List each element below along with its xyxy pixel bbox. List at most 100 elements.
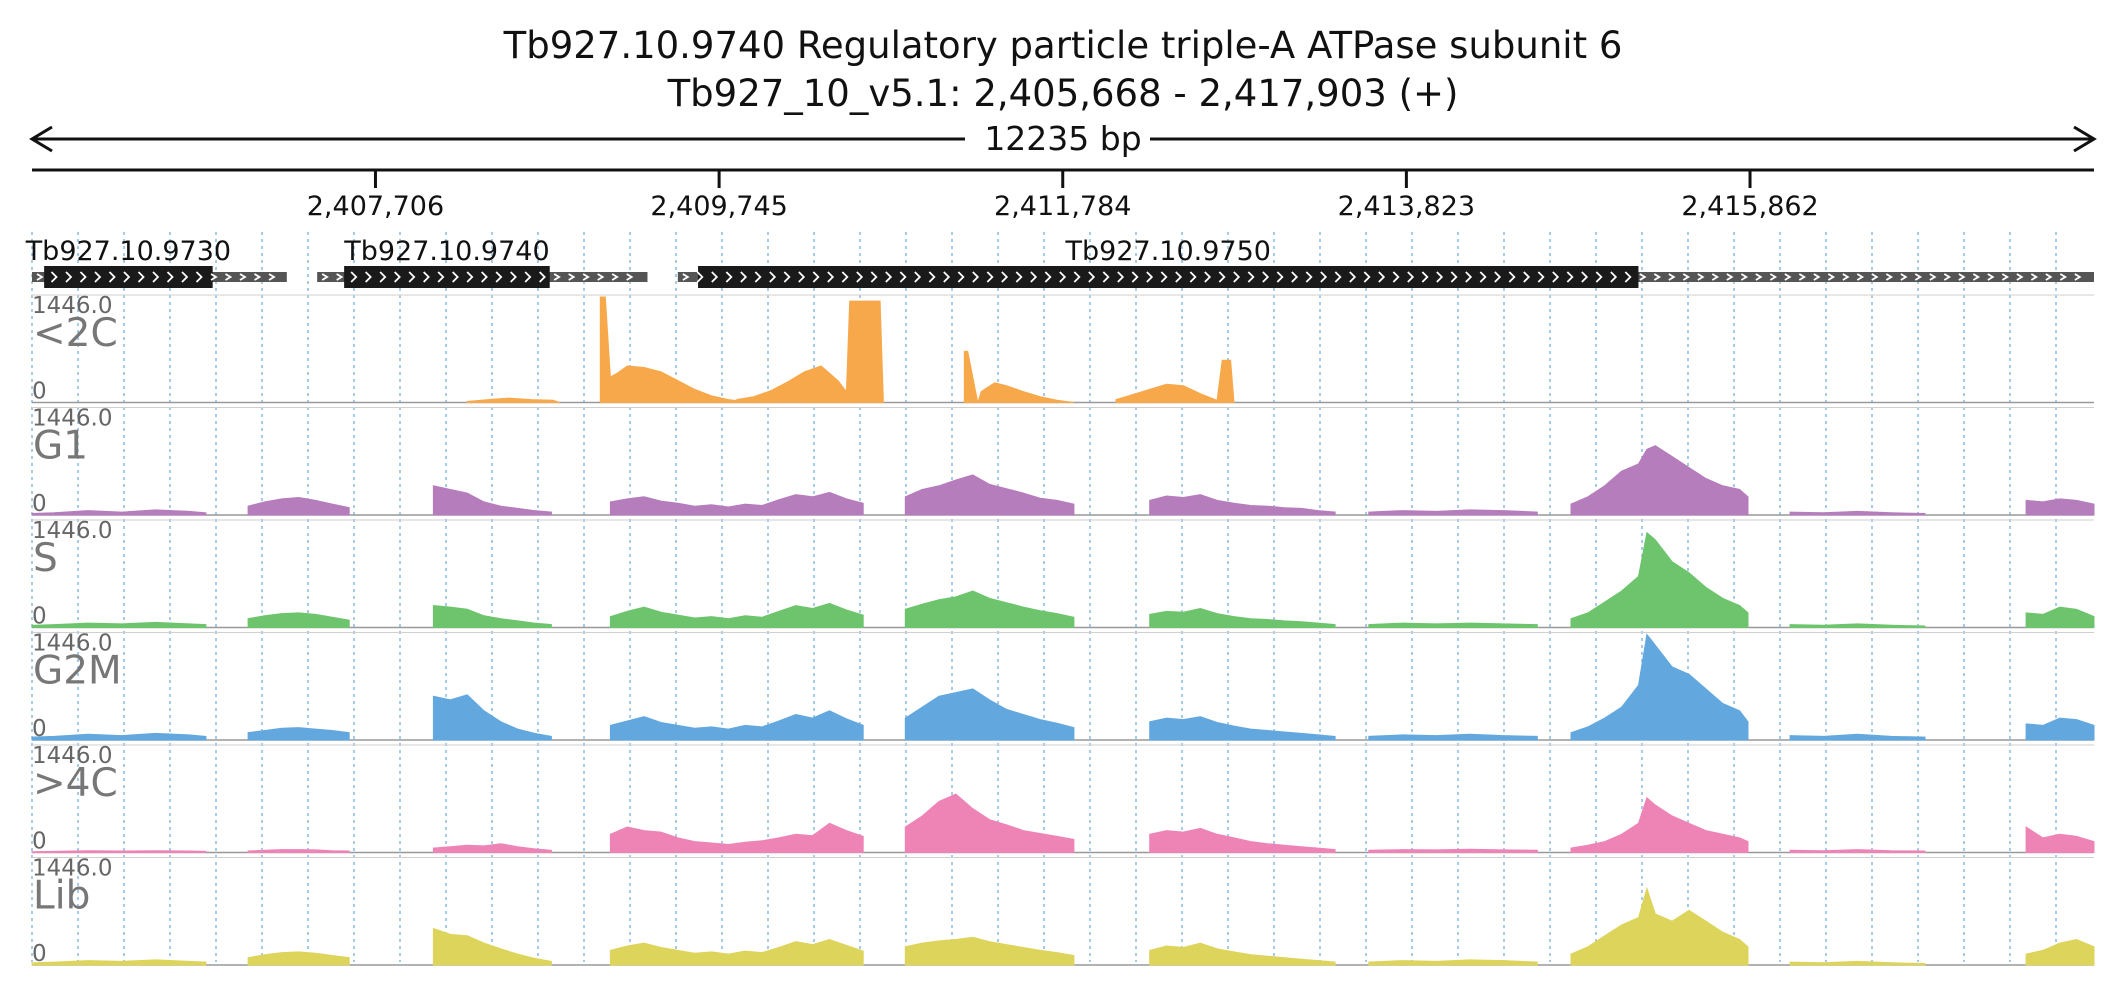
strand-arrow-icon	[885, 271, 893, 283]
strand-arrow-icon	[365, 271, 372, 283]
coverage-area	[432, 694, 552, 741]
strand-arrow-icon	[137, 271, 145, 283]
strand-arrow-icon	[1102, 271, 1110, 283]
track-min-label: 0	[32, 604, 47, 630]
coverage-area	[2025, 498, 2095, 516]
strand-arrow-icon	[1421, 271, 1429, 283]
strand-arrow-icon	[1755, 273, 1763, 281]
coverage-area	[904, 793, 1075, 853]
strand-arrow-icon	[50, 271, 58, 283]
strand-arrow-icon	[1856, 273, 1865, 281]
strand-arrow-icon	[696, 271, 704, 283]
strand-arrow-icon	[1682, 273, 1691, 281]
track-max-label: 1446.0	[32, 293, 112, 319]
strand-arrow-icon	[1407, 271, 1415, 283]
strand-arrow-icon	[972, 271, 980, 283]
coverage-area	[1570, 531, 1749, 628]
strand-arrow-icon	[225, 273, 233, 281]
strand-arrow-icon	[1436, 271, 1444, 283]
strand-arrow-icon	[1885, 273, 1894, 281]
coverage-area	[31, 850, 207, 853]
strand-arrow-icon	[166, 271, 174, 283]
coverage-area	[432, 843, 552, 853]
coverage-area	[599, 296, 754, 403]
strand-arrow-icon	[1305, 271, 1313, 283]
strand-arrow-icon	[957, 271, 965, 283]
strand-arrow-icon	[812, 271, 820, 283]
strand-arrow-icon	[1059, 271, 1067, 283]
coverage-area	[904, 688, 1075, 741]
gene-cds	[698, 266, 1639, 288]
strand-arrow-icon	[597, 273, 605, 281]
strand-arrow-icon	[1624, 271, 1632, 283]
strand-arrow-icon	[1798, 273, 1807, 281]
strand-arrow-icon	[1465, 271, 1473, 283]
coverage-area	[1368, 509, 1538, 516]
strand-arrow-icon	[1711, 273, 1720, 281]
strand-arrow-icon	[1218, 271, 1226, 283]
strand-arrow-icon	[682, 273, 690, 281]
strand-arrow-icon	[1784, 273, 1792, 281]
track-max-label: 1446.0	[32, 518, 112, 544]
strand-arrow-icon	[524, 271, 532, 283]
strand-arrow-icon	[986, 271, 994, 283]
strand-arrow-icon	[123, 271, 131, 283]
strand-arrow-icon	[1508, 271, 1516, 283]
strand-arrow-icon	[1494, 271, 1502, 283]
strand-arrow-icon	[254, 273, 262, 281]
coverage-area	[904, 474, 1075, 516]
strand-arrow-icon	[481, 271, 488, 283]
strand-arrow-icon	[798, 271, 806, 283]
coverage-area	[31, 621, 207, 628]
track-min-label: 0	[32, 941, 47, 967]
strand-arrow-icon	[1392, 271, 1400, 283]
strand-arrow-icon	[754, 271, 762, 283]
coverage-area	[609, 822, 864, 853]
strand-arrow-icon	[2016, 273, 2024, 281]
coverage-area	[247, 612, 350, 628]
coverage-area	[609, 491, 864, 516]
strand-arrow-icon	[94, 271, 102, 283]
span-arrow-right-icon	[2073, 125, 2097, 153]
strand-arrow-icon	[1175, 271, 1183, 283]
strand-arrow-icon	[611, 273, 619, 281]
strand-arrow-icon	[1987, 273, 1995, 281]
chart-subtitle: Tb927_10_v5.1: 2,405,668 - 2,417,903 (+)	[667, 72, 1459, 115]
coverage-area	[1789, 623, 1926, 628]
strand-arrow-icon	[1001, 271, 1009, 283]
strand-arrow-icon	[1610, 271, 1618, 283]
coverage-area	[31, 732, 207, 741]
coverage-area	[1149, 716, 1336, 741]
strand-arrow-icon	[1566, 271, 1574, 283]
coverage-area	[1368, 622, 1538, 628]
strand-arrow-icon	[466, 271, 474, 283]
strand-arrow-icon	[626, 273, 634, 281]
strand-arrow-icon	[841, 271, 849, 283]
track-name: Lib	[33, 874, 90, 919]
strand-arrow-icon	[870, 271, 878, 283]
track-min-label: 0	[32, 716, 47, 742]
coverage-area	[31, 509, 207, 516]
span-indicator: 12235 bp	[29, 119, 2097, 158]
strand-arrow-icon	[1827, 273, 1836, 281]
coverage-area	[1368, 959, 1538, 966]
x-tick-label: 2,413,823	[1338, 191, 1475, 222]
strand-arrow-icon	[210, 273, 218, 281]
strand-arrow-icon	[195, 271, 203, 283]
strand-arrow-icon	[2030, 273, 2039, 281]
strand-arrow-icon	[79, 271, 87, 283]
track-min-label: 0	[32, 379, 47, 405]
strand-arrow-icon	[239, 273, 247, 281]
coverage-area	[1149, 942, 1336, 966]
strand-arrow-icon	[1697, 273, 1705, 281]
track-max-label: 1446.0	[32, 856, 112, 882]
strand-arrow-icon	[553, 273, 561, 281]
strand-arrow-icon	[423, 271, 430, 283]
strand-arrow-icon	[1291, 271, 1299, 283]
strand-arrow-icon	[1769, 273, 1778, 281]
span-arrow-left-icon	[29, 125, 53, 153]
strand-arrow-icon	[1668, 273, 1676, 281]
gene-track: Tb927.10.9730 Tb927.10.9740 Tb927.10.9750	[25, 236, 2094, 288]
gene-cds	[344, 266, 550, 288]
coverage-area	[963, 350, 1074, 403]
